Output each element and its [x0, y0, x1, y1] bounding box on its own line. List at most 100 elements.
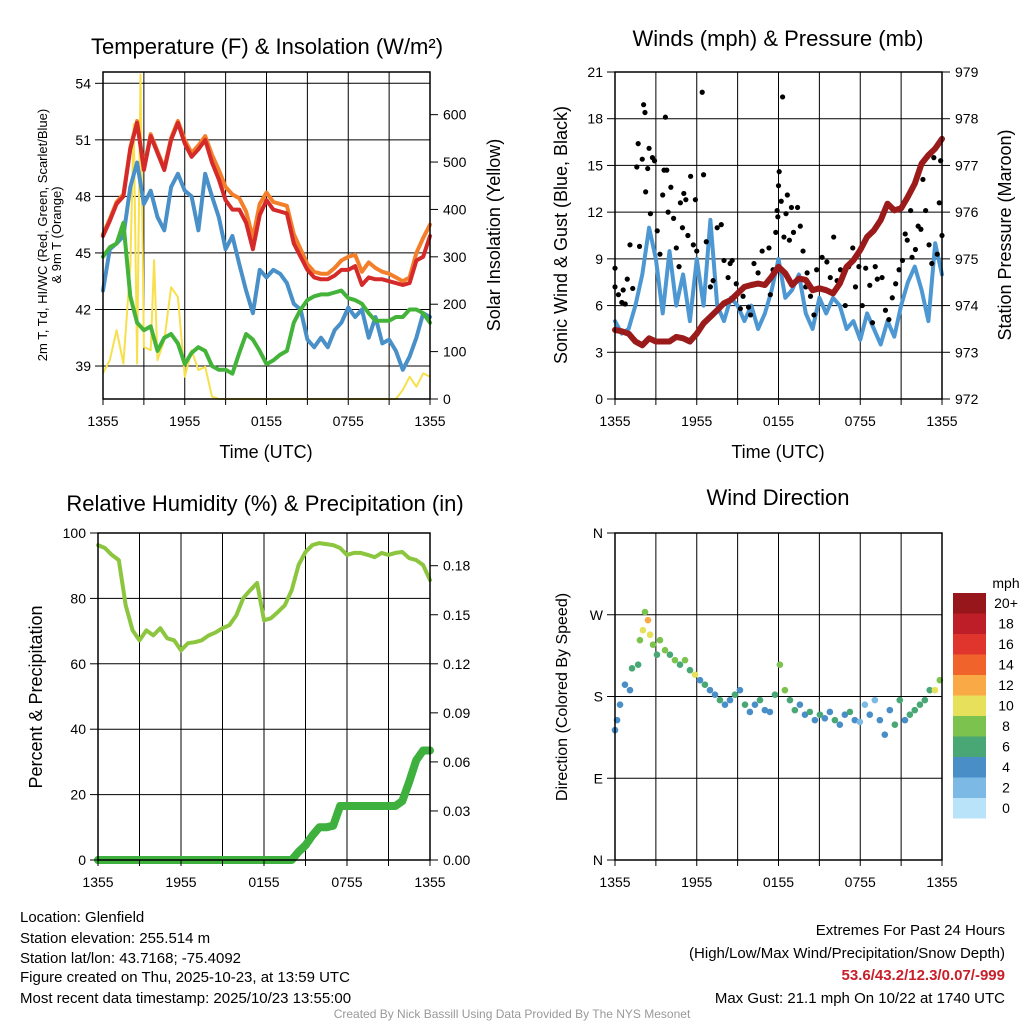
gust-point: [721, 257, 727, 264]
colorbar-label: 20+: [994, 595, 1018, 611]
temperature-y-tick-label: 39: [75, 358, 91, 374]
gust-point: [778, 198, 784, 204]
temperature-y-tick-label: 54: [75, 75, 91, 91]
gust-point: [926, 242, 932, 248]
direction-x-tick-label: 1955: [681, 874, 712, 890]
wind-direction-point: [796, 701, 804, 708]
speed-colorbar: 0 2 4 6 8 10 12 14 16 18 20+: [953, 593, 1018, 819]
gust-point: [679, 225, 686, 231]
winds-y-tick-label: 3: [595, 344, 603, 360]
winds-y2-tick-label: 979: [955, 64, 979, 80]
gust-point: [685, 232, 691, 239]
gust-point: [641, 102, 647, 108]
colorbar-swatch: [953, 736, 986, 757]
gust-point: [775, 214, 781, 220]
wind-direction-point: [861, 701, 869, 708]
gust-point: [852, 284, 859, 290]
temperature-y-tick-label: 48: [75, 188, 91, 204]
gust-point: [827, 274, 833, 281]
gust-point: [634, 164, 640, 170]
temperature-y-tick-label: 42: [75, 301, 91, 317]
wind-direction-point: [931, 686, 939, 694]
colorbar-label: 0: [1002, 800, 1010, 816]
gust-point: [819, 254, 825, 260]
gust-point: [842, 302, 848, 309]
gust-point: [909, 254, 915, 260]
wind-direction-point: [671, 656, 679, 664]
gust-point: [775, 183, 782, 189]
gust-point: [729, 257, 735, 264]
gust-point: [807, 293, 814, 299]
gust-point: [694, 248, 700, 254]
gust-point: [824, 259, 830, 265]
wind-direction-point: [686, 666, 694, 674]
humidity-x-tick-label: 0755: [331, 874, 362, 890]
wind-direction-point: [851, 716, 859, 724]
gust-point: [790, 229, 797, 235]
gust-point: [620, 287, 626, 293]
gust-point: [859, 302, 865, 309]
wind-direction-point: [634, 661, 642, 669]
gust-point: [912, 246, 919, 253]
gust-point: [872, 264, 878, 270]
gust-point: [703, 239, 709, 245]
gust-point: [725, 274, 731, 281]
humidity-y2-tick-label: 0.06: [443, 754, 470, 770]
direction-x-tick-label: 1355: [926, 874, 957, 890]
temperature-x-tick-label: 0155: [251, 413, 282, 429]
wind-direction-point: [806, 708, 814, 716]
grid-layer: [97, 71, 943, 861]
humidity-y-tick-label: 60: [70, 656, 86, 672]
winds-y2-tick-label: 975: [955, 251, 979, 267]
colorbar-swatch: [953, 634, 986, 655]
temperature-x-tick-label: 1355: [87, 413, 118, 429]
gust-point: [645, 165, 651, 172]
gust-point: [647, 211, 654, 217]
wind-direction-point: [886, 706, 894, 714]
gust-point: [755, 270, 761, 276]
humidity-y-tick-label: 40: [70, 721, 86, 737]
wind-direction-point: [896, 696, 904, 704]
humidity-y-tick-label: 0: [78, 852, 86, 868]
winds-y2-tick-label: 973: [955, 344, 979, 360]
wind-direction-point: [836, 721, 844, 728]
gust-point: [882, 307, 889, 313]
gust-point: [899, 257, 906, 264]
wind-direction-point: [821, 715, 829, 722]
wind-direction-point: [926, 686, 934, 694]
colorbar-swatch: [953, 757, 986, 778]
humidity-y2-tick-label: 0.15: [443, 607, 470, 623]
gust-point: [737, 306, 743, 312]
wind-direction-point: [706, 686, 714, 694]
winds-y-tick-label: 12: [587, 204, 603, 220]
gust-point: [643, 189, 649, 195]
gust-point: [797, 223, 803, 229]
wind-direction-point: [741, 701, 749, 708]
gust-point: [869, 320, 876, 326]
gust-point: [651, 158, 658, 164]
gust-point: [774, 207, 780, 214]
colorbar-label: 14: [998, 657, 1014, 673]
wind-direction-point: [756, 696, 764, 704]
gust-point: [630, 285, 636, 292]
station-pressure-line: [612, 135, 945, 349]
gust-point: [733, 281, 739, 287]
wind-direction-point: [891, 721, 899, 728]
wind-direction-point: [746, 708, 754, 716]
colorbar-label: 2: [1002, 780, 1010, 796]
gust-point: [745, 304, 752, 310]
wind-direction-point: [656, 636, 664, 644]
colorbar-label: 8: [1002, 718, 1010, 734]
hi-wc-line: [101, 160, 432, 372]
colorbar-label: 12: [998, 677, 1014, 693]
data-layer: [94, 73, 945, 864]
direction-x-tick-label: 1355: [599, 874, 630, 890]
temperature-y2-tick-label: 0: [443, 391, 451, 407]
wind-direction-point: [751, 701, 759, 708]
winds-y2-tick-label: 974: [955, 298, 979, 314]
temperature-chart-title: Temperature (F) & Insolation (W/m²): [91, 34, 443, 59]
colorbar-label: 16: [998, 636, 1014, 652]
gust-point: [662, 114, 669, 120]
colorbar-label: 18: [998, 616, 1014, 632]
gust-point: [668, 184, 674, 190]
